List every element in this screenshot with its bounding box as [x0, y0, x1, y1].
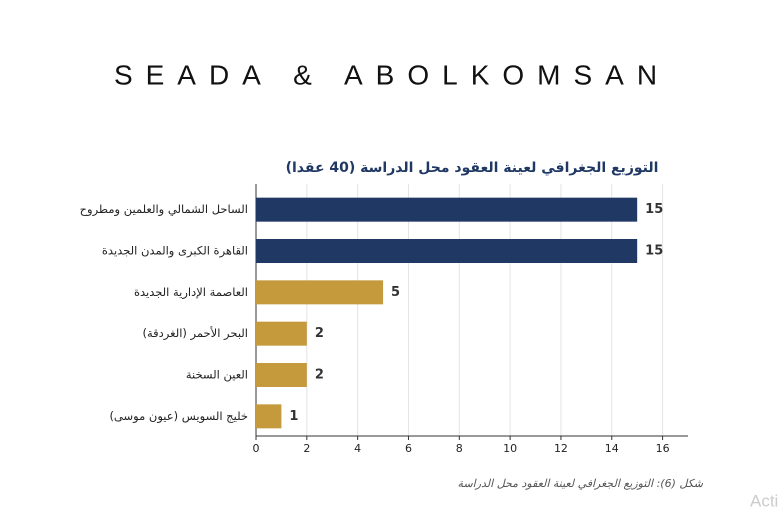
brand-title: SEADA & ABOLKOMSAN — [114, 59, 670, 90]
value-label: 15 — [645, 202, 663, 217]
y-tick-label: خليج السويس (عيون موسى) — [109, 409, 248, 424]
value-label: 1 — [289, 409, 298, 424]
y-tick-label: العين السخنة — [186, 368, 248, 383]
value-label: 5 — [391, 285, 400, 300]
bar — [256, 239, 638, 263]
x-tick-label: 4 — [354, 442, 361, 455]
y-tick-label: الساحل الشمالي والعلمين ومطروح — [80, 202, 248, 217]
x-tick-label: 0 — [253, 442, 260, 455]
x-tick-label: 2 — [303, 442, 310, 455]
x-tick-label: 14 — [605, 442, 619, 455]
value-label: 15 — [645, 244, 663, 259]
y-tick-label: البحر الأحمر (الغردقة) — [143, 326, 248, 341]
value-label: 2 — [315, 368, 324, 383]
bar — [256, 404, 282, 429]
y-tick-label: العاصمة الإدارية الجديدة — [134, 285, 248, 300]
watermark: Acti — [750, 491, 778, 510]
chart-title: التوزيع الجغرافي لعينة العقود محل الدراس… — [286, 160, 659, 176]
x-tick-label: 10 — [503, 442, 517, 455]
bar — [256, 321, 307, 346]
x-tick-label: 12 — [554, 442, 568, 455]
x-tick-label: 6 — [405, 442, 412, 455]
x-tick-label: 16 — [656, 442, 670, 455]
y-tick-label: القاهرة الكبرى والمدن الجديدة — [102, 244, 248, 259]
bar — [256, 280, 384, 305]
caption: شكل (6): التوزيع الجغرافي لعينة العقود م… — [458, 477, 704, 490]
value-label: 2 — [315, 326, 324, 341]
bar — [256, 197, 638, 222]
x-tick-label: 8 — [456, 442, 463, 455]
bar — [256, 363, 307, 387]
